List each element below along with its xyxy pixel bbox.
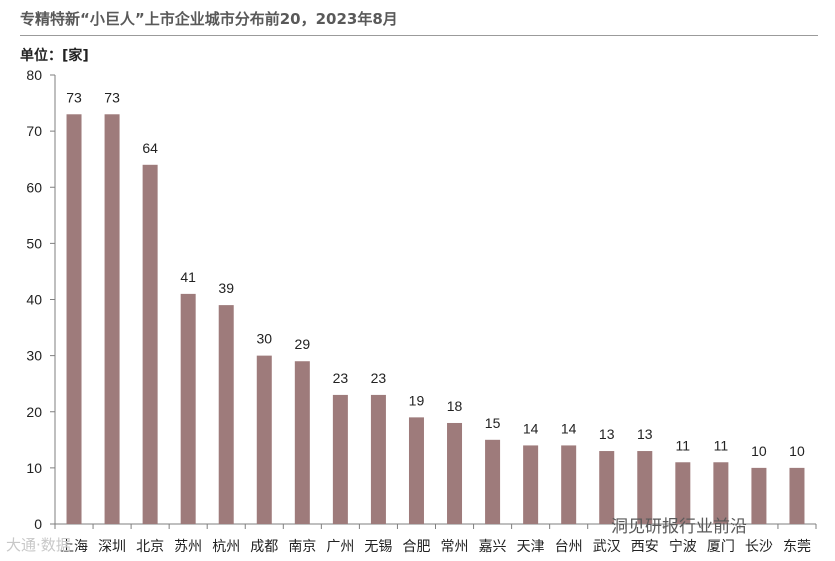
bar bbox=[66, 114, 82, 524]
data-label: 73 bbox=[104, 89, 120, 105]
bar bbox=[256, 355, 272, 524]
bar bbox=[751, 467, 767, 524]
data-label: 13 bbox=[637, 426, 653, 442]
y-tick-label: 50 bbox=[26, 235, 42, 251]
x-tick-label: 宁波 bbox=[669, 538, 697, 555]
data-label: 64 bbox=[142, 140, 158, 156]
data-label: 23 bbox=[333, 370, 349, 386]
bar bbox=[713, 462, 729, 524]
data-label: 39 bbox=[218, 280, 234, 296]
bar bbox=[485, 439, 501, 524]
data-label: 15 bbox=[485, 415, 501, 431]
data-label: 14 bbox=[561, 420, 577, 436]
y-tick-label: 20 bbox=[26, 404, 42, 420]
y-tick-label: 70 bbox=[26, 123, 42, 139]
bar bbox=[104, 114, 120, 524]
x-tick-label: 东莞 bbox=[783, 539, 811, 555]
x-tick-label: 西安 bbox=[631, 539, 659, 555]
y-tick-label: 60 bbox=[26, 179, 42, 195]
x-tick-label: 广州 bbox=[326, 539, 354, 555]
x-tick-label: 天津 bbox=[517, 539, 545, 555]
watermark-left: 大通·数据 bbox=[6, 536, 71, 554]
x-tick-label: 苏州 bbox=[174, 539, 202, 555]
x-tick-label: 成都 bbox=[250, 539, 278, 555]
y-tick-label: 40 bbox=[26, 292, 42, 308]
x-tick-label: 南京 bbox=[288, 539, 316, 555]
data-label: 30 bbox=[256, 331, 272, 347]
bar bbox=[142, 164, 158, 525]
x-tick-label: 长沙 bbox=[745, 539, 773, 555]
bar bbox=[180, 293, 196, 524]
unit-label: 单位：[家] bbox=[20, 48, 89, 64]
y-tick-label: 10 bbox=[26, 460, 42, 476]
x-tick-label: 武汉 bbox=[593, 539, 621, 555]
x-tick-label: 嘉兴 bbox=[479, 539, 507, 555]
y-tick-label: 80 bbox=[26, 67, 42, 83]
x-tick-label: 无锡 bbox=[364, 539, 392, 555]
data-label: 73 bbox=[66, 89, 82, 105]
x-tick-label: 合肥 bbox=[402, 539, 430, 555]
x-tick-label: 上海 bbox=[60, 539, 88, 555]
data-label: 11 bbox=[714, 437, 729, 453]
data-label: 10 bbox=[789, 443, 805, 459]
x-tick-label: 深圳 bbox=[98, 539, 126, 555]
data-label: 41 bbox=[180, 269, 196, 285]
bar bbox=[332, 394, 348, 524]
bar bbox=[218, 305, 234, 524]
bar bbox=[675, 462, 691, 524]
data-label: 19 bbox=[409, 392, 425, 408]
data-label: 14 bbox=[523, 420, 539, 436]
bar bbox=[408, 417, 424, 524]
x-tick-label: 厦门 bbox=[707, 539, 735, 555]
data-label: 18 bbox=[447, 398, 463, 414]
bar bbox=[561, 445, 577, 524]
data-label: 29 bbox=[295, 336, 311, 352]
data-label: 11 bbox=[676, 437, 691, 453]
x-tick-label: 杭州 bbox=[212, 539, 240, 555]
bar bbox=[370, 394, 386, 524]
y-tick-label: 0 bbox=[34, 516, 42, 532]
data-label: 23 bbox=[371, 370, 387, 386]
bar bbox=[599, 451, 615, 524]
data-label: 10 bbox=[751, 443, 767, 459]
bar bbox=[447, 422, 463, 524]
y-tick-label: 30 bbox=[26, 348, 42, 364]
bar bbox=[637, 451, 653, 524]
bar bbox=[294, 361, 310, 524]
title-divider bbox=[20, 35, 818, 36]
x-tick-label: 常州 bbox=[441, 539, 469, 555]
watermark-right: 洞见研报行业前沿 bbox=[611, 517, 747, 537]
bar bbox=[523, 445, 539, 524]
chart-title: 专精特新“小巨人”上市企业城市分布前20，2023年8月 bbox=[20, 10, 398, 28]
data-label: 13 bbox=[599, 426, 615, 442]
x-tick-label: 台州 bbox=[555, 539, 583, 555]
x-tick-label: 北京 bbox=[136, 539, 164, 555]
bar bbox=[789, 467, 805, 524]
